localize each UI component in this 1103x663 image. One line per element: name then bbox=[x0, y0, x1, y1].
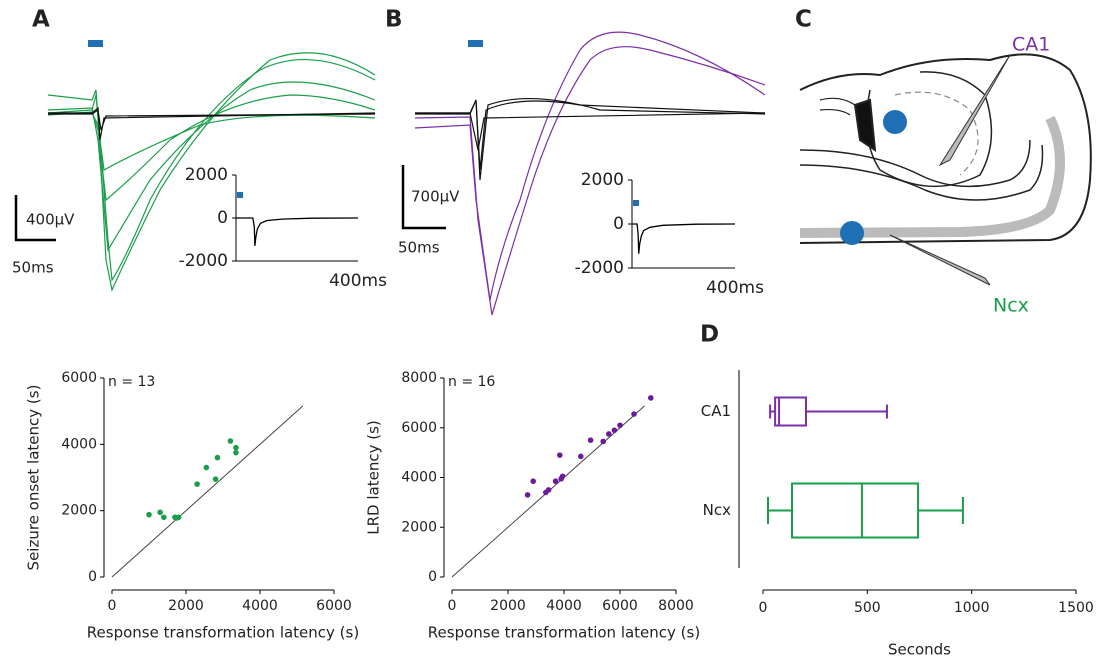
x-tick-label: 8000 bbox=[658, 598, 694, 614]
point bbox=[194, 481, 200, 487]
x-axis-label: 400ms bbox=[706, 278, 764, 298]
panel-label: C bbox=[795, 7, 812, 33]
point bbox=[648, 395, 654, 401]
y-tick-label: 0 bbox=[88, 569, 97, 585]
y-axis-label: Seizure onset latency (s) bbox=[25, 385, 43, 571]
recording-site bbox=[840, 221, 864, 245]
point bbox=[559, 473, 566, 480]
scale-label: 50ms bbox=[398, 239, 440, 257]
scale-bar bbox=[14, 165, 446, 242]
point bbox=[631, 411, 637, 417]
point bbox=[611, 427, 618, 434]
x-axis-label: Response transformation latency (s) bbox=[87, 624, 359, 642]
raw-traces-a bbox=[47, 40, 376, 292]
x-tick-label: 6000 bbox=[602, 598, 638, 614]
point bbox=[203, 464, 210, 471]
point bbox=[552, 478, 559, 485]
box bbox=[791, 482, 920, 539]
point bbox=[545, 487, 552, 493]
y-tick-label: 0 bbox=[428, 569, 437, 585]
scale-label: 400µV bbox=[26, 211, 75, 229]
x-tick-label: 6000 bbox=[316, 598, 352, 614]
point bbox=[587, 437, 594, 443]
y-tick-label: 0 bbox=[613, 214, 624, 234]
y-tick-label: 2000 bbox=[185, 165, 228, 185]
y-tick-label: -2000 bbox=[575, 258, 624, 278]
x-axis-label: Seconds bbox=[888, 641, 951, 659]
electrode bbox=[938, 54, 1011, 167]
point bbox=[212, 476, 219, 482]
y-tick-label: 6000 bbox=[61, 370, 97, 386]
point bbox=[161, 514, 167, 521]
point bbox=[600, 438, 606, 445]
raw-traces-b bbox=[414, 31, 766, 316]
annotation: n = 16 bbox=[448, 374, 495, 390]
point bbox=[557, 452, 563, 458]
point bbox=[530, 478, 536, 485]
x-tick-label: 2000 bbox=[168, 598, 204, 614]
x-tick-label: 0 bbox=[108, 598, 117, 614]
point bbox=[173, 515, 180, 521]
annotation: n = 13 bbox=[108, 374, 155, 390]
x-tick-label: 1500 bbox=[1058, 600, 1094, 616]
diagram-label: CA1 bbox=[1012, 34, 1050, 56]
y-tick-label: 2000 bbox=[581, 170, 624, 190]
point bbox=[157, 509, 163, 516]
y-axis-label: LRD latency (s) bbox=[365, 420, 383, 535]
x-tick-label: 0 bbox=[759, 600, 768, 616]
panel-label: A bbox=[32, 7, 50, 33]
hippocampus-diagram bbox=[799, 53, 1092, 244]
point bbox=[233, 449, 239, 456]
category-label: CA1 bbox=[701, 402, 731, 420]
x-axis-label: Response transformation latency (s) bbox=[428, 624, 700, 642]
y-tick-label: 4000 bbox=[401, 470, 437, 486]
electrode bbox=[889, 234, 991, 286]
scale-label: 700µV bbox=[411, 188, 460, 206]
panel-label: B bbox=[385, 7, 403, 33]
identity-line bbox=[111, 405, 304, 578]
diagram-label: Ncx bbox=[993, 295, 1029, 317]
point bbox=[227, 438, 234, 444]
point bbox=[524, 492, 531, 498]
x-tick-label: 0 bbox=[448, 598, 457, 614]
y-tick-label: 8000 bbox=[401, 370, 437, 386]
x-tick-label: 4000 bbox=[546, 598, 582, 614]
box bbox=[774, 396, 807, 427]
x-tick-label: 4000 bbox=[242, 598, 278, 614]
recording-site bbox=[883, 110, 907, 134]
y-tick-label: 2000 bbox=[401, 519, 437, 535]
point bbox=[617, 422, 623, 429]
point bbox=[214, 454, 221, 461]
y-tick-label: 4000 bbox=[61, 436, 97, 452]
y-tick-label: 0 bbox=[217, 208, 228, 228]
x-tick-label: 500 bbox=[854, 600, 881, 616]
x-tick-label: 2000 bbox=[490, 598, 526, 614]
panel-label: D bbox=[700, 322, 719, 348]
y-tick-label: -2000 bbox=[179, 251, 228, 271]
category-label: Ncx bbox=[703, 501, 731, 519]
scale-label: 50ms bbox=[12, 259, 54, 277]
y-tick-label: 6000 bbox=[401, 420, 437, 436]
x-axis-label: 400ms bbox=[329, 271, 387, 291]
stim-marker bbox=[237, 192, 243, 198]
trace bbox=[632, 223, 736, 254]
point bbox=[578, 453, 584, 460]
x-tick-label: 1000 bbox=[954, 600, 990, 616]
point bbox=[606, 431, 612, 437]
y-tick-label: 2000 bbox=[61, 503, 97, 519]
point bbox=[233, 444, 239, 451]
stim-marker bbox=[633, 200, 639, 206]
trace bbox=[236, 217, 359, 246]
point bbox=[146, 511, 152, 518]
